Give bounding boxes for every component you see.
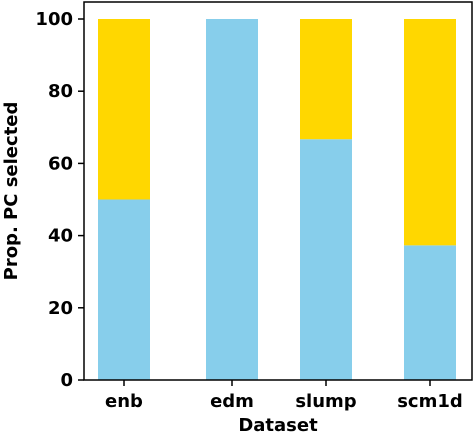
y-tick-label: 60 xyxy=(48,153,73,174)
bar-slump-segment-2 xyxy=(300,19,352,140)
x-axis-label: Dataset xyxy=(238,415,318,434)
x-tick-label-enb: enb xyxy=(105,391,143,412)
bar-enb-segment-1 xyxy=(98,199,150,380)
y-tick-label: 100 xyxy=(35,9,73,30)
bars-layer xyxy=(98,19,456,380)
y-tick-label: 80 xyxy=(48,81,73,102)
plot-frame xyxy=(83,1,473,381)
bar-scm1d-segment-1 xyxy=(404,245,456,380)
bar-slump-segment-1 xyxy=(300,139,352,380)
y-axis-label: Prop. PC selected xyxy=(1,102,22,281)
y-tick-label: 20 xyxy=(48,298,73,319)
bar-scm1d-segment-2 xyxy=(404,19,456,246)
y-axis: 0 20 40 60 80 100 xyxy=(35,9,84,391)
bar-edm-segment-1 xyxy=(206,19,258,380)
x-tick-label-edm: edm xyxy=(210,391,254,412)
x-axis: enb edm slump scm1d xyxy=(105,380,463,412)
y-tick-label: 40 xyxy=(48,226,73,247)
x-tick-label-slump: slump xyxy=(295,391,356,412)
x-tick-label-scm1d: scm1d xyxy=(397,391,463,412)
bar-enb-segment-2 xyxy=(98,19,150,200)
y-tick-label: 0 xyxy=(60,370,73,391)
